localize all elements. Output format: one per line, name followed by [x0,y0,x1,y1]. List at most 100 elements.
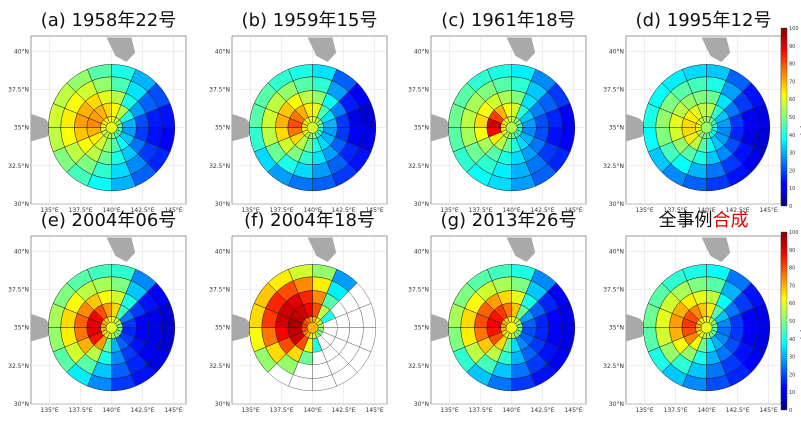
x-tick-label: 137.5°E [469,407,493,414]
panel-title: (a) 1958年22号 [41,10,177,31]
colorbar-tick: 90 [789,248,795,254]
colorbar-tick: 30 [789,355,795,361]
x-tick-label: 137.5°E [664,207,688,214]
y-tick-label: 30°N [215,201,230,208]
sector-cell [682,64,707,81]
land-west [626,113,648,142]
x-tick-label: 135°E [635,207,653,214]
x-tick-label: 140°E [102,407,120,414]
colorbar-tick: 60 [789,97,795,103]
y-tick-label: 35°N [215,325,230,332]
sector-cell [87,64,112,81]
x-tick-label: 135°E [40,207,58,214]
center-cell [306,321,319,334]
land-north [701,37,731,62]
land-mass [31,37,136,142]
land-mass [431,37,536,142]
land-mass [626,37,731,142]
y-tick-label: 40°N [215,248,230,255]
sector-cell [87,264,112,281]
x-tick-label: 142.5°E [332,407,356,414]
panel-title-main: (f) 2004年18号 [244,210,375,231]
land-west [31,113,53,142]
y-tick-label: 35°N [14,325,29,332]
y-tick-label: 40°N [414,248,429,255]
sector-cell [288,64,313,81]
colorbar-tick: 50 [789,115,795,121]
panel-title-main: (g) 2013年26号 [441,210,577,231]
panel-title: (e) 2004年06号 [41,210,177,231]
y-tick-label: 37.5°N [8,86,29,93]
land-north [307,37,337,62]
x-tick-label: 135°E [440,207,458,214]
colorbar-tick: 100 [789,26,799,32]
polar-grid [643,64,771,192]
colorbar-tick: 80 [789,266,795,272]
y-tick-label: 35°N [414,325,429,332]
panel-title: (f) 2004年18号 [244,210,375,231]
x-tick-label: 145°E [365,207,383,214]
panel-title-main: (b) 1959年15号 [242,10,378,31]
land-north [307,237,337,262]
x-tick-label: 137.5°E [69,407,93,414]
colorbar-tick: 90 [789,44,795,50]
sector-cell [288,264,313,281]
colorbar-label: Wind Ratio[%] [799,99,801,135]
colorbar-gradient [780,231,788,411]
x-tick-label: 140°E [303,407,321,414]
center-cell [306,121,319,134]
center-cell [700,121,713,134]
colorbar-tick: 10 [789,186,795,192]
y-tick-label: 30°N [609,401,624,408]
land-west [31,313,53,342]
land-north [106,37,136,62]
colorbar-tick: 0 [789,408,792,414]
x-tick-label: 140°E [697,207,715,214]
panel-title-main: (e) 2004年06号 [41,210,177,231]
y-tick-label: 37.5°N [209,86,230,93]
x-tick-label: 140°E [697,407,715,414]
colorbar-tick: 80 [789,62,795,68]
x-tick-label: 145°E [164,407,182,414]
x-tick-label: 142.5°E [531,407,555,414]
panel-1: (a) 1958年22号 135°E 137.5°E 140°E 142.5°E 145°… [8,10,187,214]
y-tick-label: 32.5°N [408,363,429,370]
y-tick-label: 30°N [215,401,230,408]
y-tick-label: 40°N [14,248,29,255]
x-tick-label: 140°E [502,407,520,414]
panel-title: 全事例合成 [659,210,749,231]
polar-grid [448,264,576,392]
land-west [232,313,254,342]
x-tick-label: 142.5°E [726,207,750,214]
colorbar-tick: 30 [789,151,795,157]
y-tick-label: 37.5°N [603,286,624,293]
panel-title-accent: 合成 [713,210,749,231]
y-tick-label: 40°N [609,248,624,255]
x-tick-label: 140°E [303,207,321,214]
center-cell [105,321,118,334]
y-tick-label: 30°N [14,201,29,208]
colorbar-tick: 60 [789,301,795,307]
land-west [232,113,254,142]
x-tick-label: 135°E [440,407,458,414]
panel-title: (d) 1995年12号 [636,10,772,31]
land-mass [31,237,136,342]
y-tick-label: 37.5°N [209,286,230,293]
x-tick-label: 142.5°E [332,207,356,214]
y-tick-label: 32.5°N [8,363,29,370]
y-tick-label: 30°N [609,201,624,208]
x-tick-label: 145°E [759,407,777,414]
y-tick-label: 40°N [609,48,624,55]
x-tick-label: 137.5°E [270,407,294,414]
y-tick-label: 35°N [609,125,624,132]
x-tick-label: 142.5°E [726,407,750,414]
x-tick-label: 142.5°E [131,407,155,414]
y-tick-label: 30°N [14,401,29,408]
center-cell [505,121,518,134]
panel-title-main: 全事例 [659,210,713,231]
y-tick-label: 32.5°N [408,163,429,170]
